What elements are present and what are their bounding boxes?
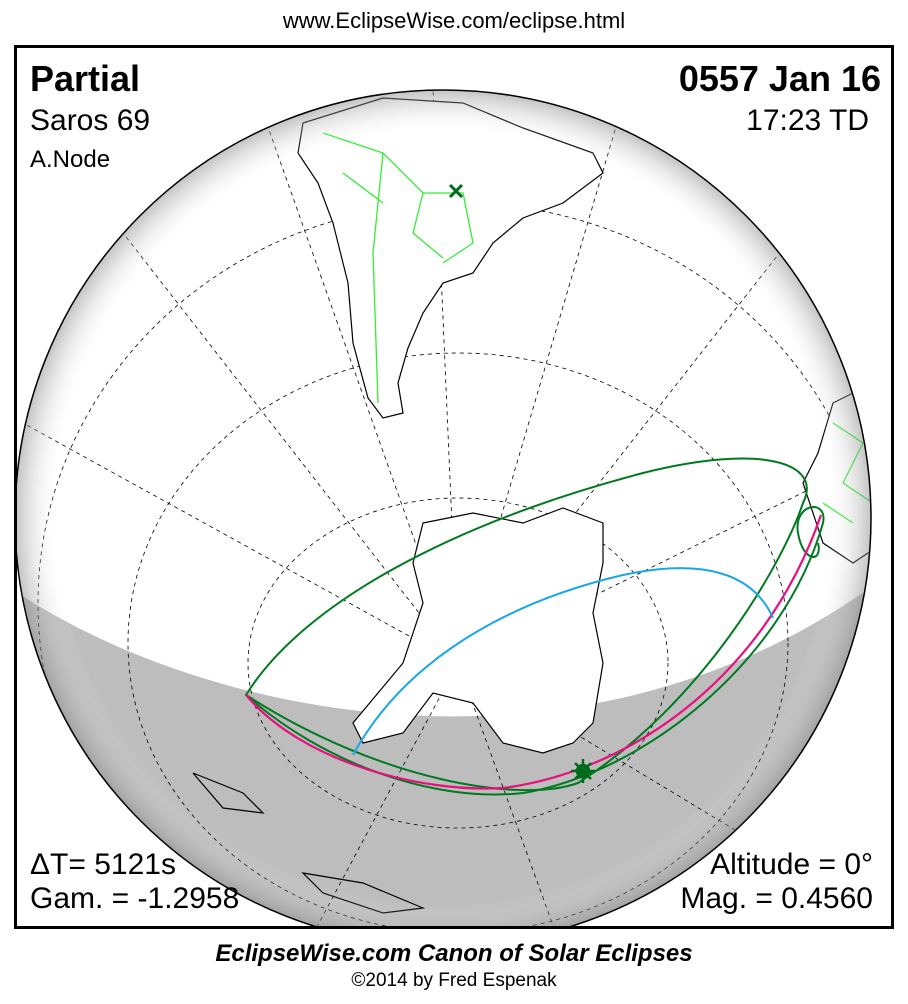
globe-map <box>17 89 872 926</box>
eclipse-time: 17:23 TD <box>746 104 869 137</box>
eclipse-map-frame: Partial Saros 69 A.Node 0557 Jan 16 17:2… <box>14 45 894 929</box>
x-mark-icon <box>448 183 464 199</box>
eclipse-type: Partial <box>30 58 141 99</box>
rise-set-curve <box>245 514 823 790</box>
delta-t: ΔT= 5121s <box>30 848 176 881</box>
sun-greatest-eclipse-icon <box>571 759 595 783</box>
globe-outline <box>17 89 872 926</box>
greatest-eclipse-curve <box>352 567 774 756</box>
node: A.Node <box>30 146 111 173</box>
footer-title: EclipseWise.com Canon of Solar Eclipses <box>215 940 693 967</box>
eclipse-date: 0557 Jan 16 <box>678 58 881 99</box>
gamma: Gam. = -1.2958 <box>30 882 240 915</box>
saros-number: Saros 69 <box>30 104 151 137</box>
url-header: www.EclipseWise.com/eclipse.html <box>282 8 626 33</box>
footer-copyright: ©2014 by Fred Espenak <box>351 970 557 991</box>
penumbra-outer-loop <box>245 506 825 796</box>
magnitude: Mag. = 0.4560 <box>680 882 873 915</box>
altitude: Altitude = 0° <box>710 848 873 881</box>
